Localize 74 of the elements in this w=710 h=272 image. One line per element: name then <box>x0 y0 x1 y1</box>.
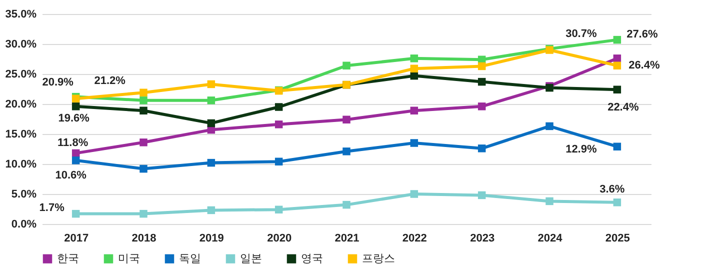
point <box>207 96 216 104</box>
point <box>72 156 80 164</box>
data-label: 12.9% <box>566 144 597 156</box>
point <box>410 54 418 62</box>
point <box>140 164 148 173</box>
legend-label: 영국 <box>301 252 323 265</box>
point <box>613 142 622 150</box>
point <box>478 191 486 200</box>
y-tick-label: 35.0% <box>5 8 37 20</box>
data-label: 1.7% <box>39 202 65 214</box>
x-tick-label: 2025 <box>605 232 630 244</box>
point <box>478 102 486 110</box>
legend-label: 일본 <box>240 252 262 265</box>
point <box>342 62 350 70</box>
y-tick-label: 20.0% <box>5 98 37 110</box>
legend-label: 독일 <box>179 252 201 265</box>
data-label: 26.4% <box>628 60 660 72</box>
y-tick-label: 15.0% <box>5 128 37 140</box>
point <box>140 138 148 146</box>
legend-label: 한국 <box>57 252 79 265</box>
point <box>207 206 216 214</box>
point <box>72 210 80 218</box>
data-label: 30.7% <box>566 28 597 40</box>
point <box>410 64 418 72</box>
x-tick-label: 2018 <box>132 232 156 244</box>
data-label: 11.8% <box>58 137 88 150</box>
point <box>410 106 418 114</box>
point <box>410 190 418 198</box>
y-tick-label: 30.0% <box>5 38 37 50</box>
point <box>140 96 148 104</box>
point <box>342 200 350 209</box>
y-tick-label: 25.0% <box>5 68 37 80</box>
point <box>72 102 80 110</box>
point <box>613 36 622 44</box>
point <box>546 122 554 130</box>
point <box>140 106 148 114</box>
point <box>207 158 216 167</box>
data-label: 22.4% <box>608 102 639 114</box>
legend-label: 프랑스 <box>362 252 395 265</box>
point <box>274 103 283 111</box>
point <box>342 116 350 124</box>
point <box>546 197 554 206</box>
x-tick-label: 2023 <box>470 232 495 244</box>
x-tick-label: 2020 <box>267 232 292 244</box>
y-tick-label: 10.0% <box>5 158 37 170</box>
data-label: 3.6% <box>600 183 625 196</box>
y-tick-label: 0.0% <box>11 218 37 230</box>
x-tick-label: 2017 <box>64 232 89 244</box>
y-tick-label: 5.0% <box>11 188 37 200</box>
point <box>613 198 622 206</box>
data-label: 19.6% <box>58 112 90 124</box>
point <box>613 62 622 70</box>
point <box>274 158 283 166</box>
data-label: 27.6% <box>626 28 658 40</box>
legend-label: 미국 <box>118 252 140 265</box>
point <box>613 86 622 94</box>
point <box>342 148 350 156</box>
point <box>478 62 486 70</box>
x-tick-label: 2024 <box>538 232 564 244</box>
point <box>274 206 283 214</box>
data-label: 20.9% <box>42 76 74 89</box>
data-label: 10.6% <box>55 169 87 182</box>
x-tick-label: 2022 <box>402 232 427 244</box>
point <box>478 78 486 86</box>
x-tick-label: 2021 <box>334 232 360 244</box>
data-label: 21.2% <box>94 74 126 87</box>
point <box>140 88 148 96</box>
point <box>478 144 486 152</box>
point <box>410 139 418 147</box>
point <box>140 210 148 218</box>
point <box>207 80 216 88</box>
x-tick-label: 2019 <box>199 232 224 244</box>
point <box>207 119 216 128</box>
point <box>274 120 283 128</box>
